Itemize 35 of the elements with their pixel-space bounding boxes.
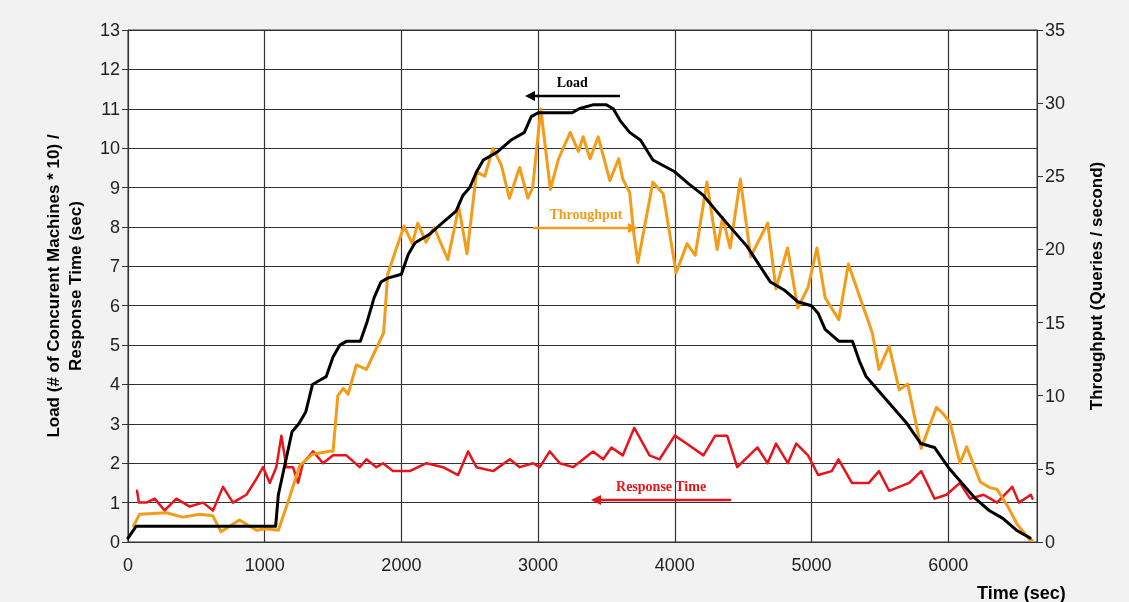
- series-label: Throughput: [548, 207, 624, 224]
- y-tick-label: 9: [109, 177, 120, 198]
- y-tick-label: 11: [101, 98, 120, 119]
- x-tick-label: 2000: [381, 555, 422, 575]
- x-tick-label: 3000: [518, 555, 559, 575]
- y2-tick-label: 10: [1045, 385, 1066, 406]
- y2-tick-label: 30: [1045, 93, 1066, 114]
- y-tick-label: 5: [109, 335, 120, 356]
- y-tick-label: 8: [109, 216, 120, 237]
- y2-tick-label: 5: [1045, 458, 1056, 479]
- x-axis-title: Time (sec): [977, 583, 1066, 602]
- x-tick-label: 4000: [654, 555, 695, 575]
- line-series: [135, 426, 1034, 512]
- y-axis-title: Load (# of Concurent Machines * 10) / Response Time (sec): [43, 134, 85, 438]
- y2-tick-label: 35: [1045, 20, 1066, 40]
- y-tick-label: 6: [109, 295, 120, 316]
- y-tick-label: 10: [99, 138, 120, 159]
- y-tick-label: 1: [109, 492, 120, 513]
- series-label: Load: [555, 75, 589, 92]
- y2-tick-label: 0: [1045, 532, 1056, 552]
- y2-tick-label: 20: [1045, 239, 1066, 260]
- y2-tick-label: 15: [1045, 312, 1066, 333]
- x-tick-label: 1000: [244, 555, 285, 575]
- y-tick-label: 4: [109, 374, 120, 395]
- y2-tick-label: 25: [1045, 166, 1066, 187]
- y-tick-label: 3: [109, 413, 120, 434]
- x-tick-label: 6000: [928, 555, 969, 575]
- y-tick-label: 12: [99, 59, 120, 80]
- x-tick-label: 5000: [791, 555, 832, 575]
- y-tick-label: 2: [109, 453, 120, 474]
- y-tick-label: 7: [109, 256, 120, 277]
- y-tick-label: 0: [109, 532, 120, 552]
- y2-axis-title: Throughput (Queries / second): [1086, 161, 1106, 411]
- x-tick-label: 0: [122, 555, 134, 575]
- y-tick-label: 13: [99, 20, 120, 40]
